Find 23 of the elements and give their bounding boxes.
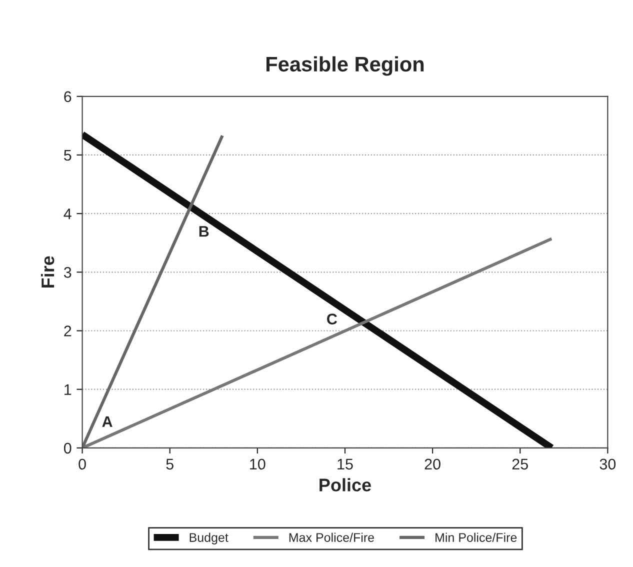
x-tick-label: 15 [338,458,353,470]
chart-title: Feasible Region [266,56,424,76]
y-tick-label: 1 [64,384,72,395]
x-tick-label: 10 [250,458,266,470]
legend-label: Min Police/Fire [436,532,517,542]
annotation: B [199,226,209,237]
legend-label: Max Police/Fire [289,532,374,542]
x-tick-label: 0 [78,458,86,470]
y-tick-label: 2 [64,326,72,336]
y-tick-label: 3 [64,267,72,278]
y-tick-label: 4 [64,208,72,220]
x-tick-label: 5 [166,458,174,470]
y-tick-label: 6 [64,91,72,102]
y-tick-label: 5 [64,150,72,161]
annotation: A [102,416,112,427]
x-tick-label: 25 [512,458,528,470]
annotation: C [327,314,338,324]
x-tick-label: 20 [424,458,440,470]
y-tick-label: 0 [64,442,72,454]
x-axis-title: Police [320,478,371,492]
legend-label: Budget [190,532,228,544]
y-axis-title: Fire [40,256,54,288]
x-tick-label: 30 [600,458,616,470]
